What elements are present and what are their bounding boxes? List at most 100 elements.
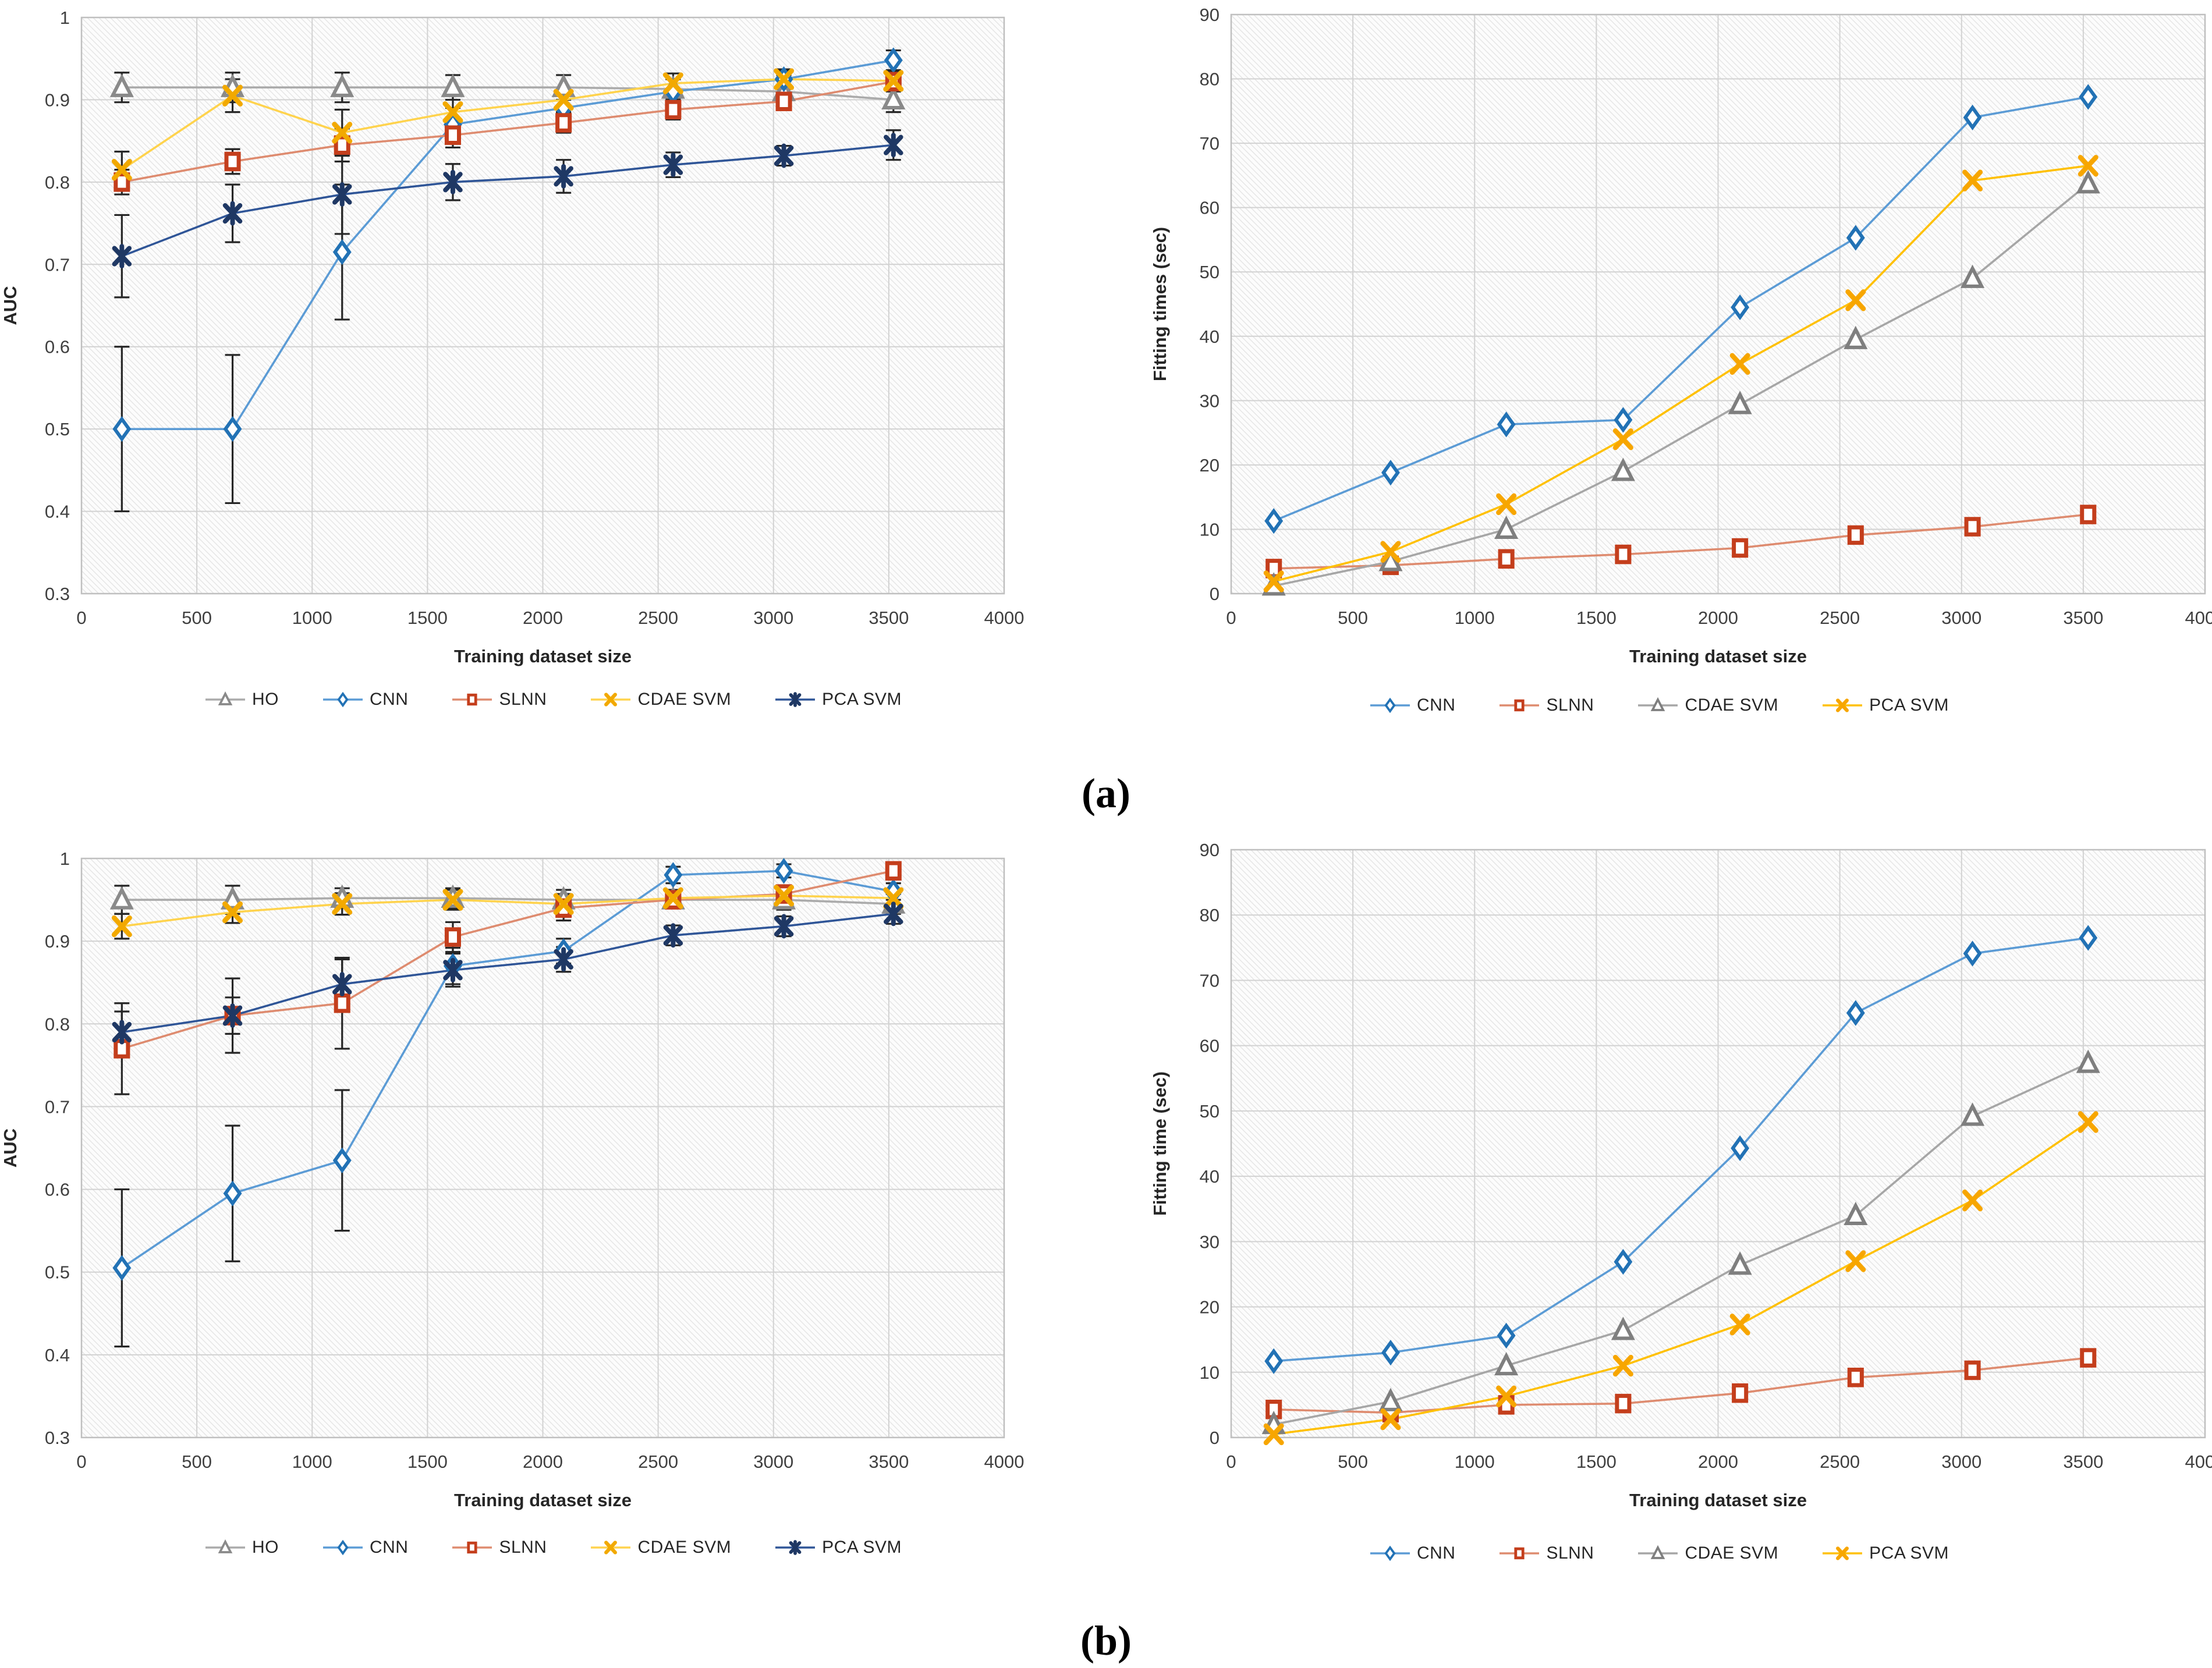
svg-text:2000: 2000 [523, 608, 563, 628]
svg-text:20: 20 [1200, 1297, 1220, 1318]
svg-text:0: 0 [1210, 584, 1220, 604]
legend-item-ho: HO [204, 1538, 279, 1557]
svg-text:90: 90 [1200, 840, 1220, 860]
legend-marker-icon [452, 1541, 492, 1554]
svg-text:1000: 1000 [292, 608, 332, 628]
svg-text:1000: 1000 [1455, 608, 1495, 628]
series-markers-PCA-SVM [1263, 155, 2098, 592]
series-line-CDAE-SVM [1273, 183, 2089, 587]
svg-text:60: 60 [1200, 1036, 1220, 1056]
svg-text:0.4: 0.4 [45, 1345, 70, 1365]
svg-text:3000: 3000 [753, 608, 793, 628]
series-markers-CNN [1264, 925, 2098, 1374]
legend-item-slnn: SLNN [1498, 695, 1594, 715]
series-line-CNN [121, 870, 894, 1269]
legend-item-cdae-svm: CDAE SVM [1637, 1543, 1778, 1563]
series-markers-SLNN [1265, 1348, 2097, 1423]
legend-marker-icon [1500, 699, 1540, 712]
svg-text:0: 0 [1210, 1428, 1220, 1448]
svg-text:30: 30 [1200, 1232, 1220, 1252]
svg-text:0: 0 [1226, 1451, 1236, 1472]
legend-item-cnn: CNN [1369, 695, 1456, 715]
y-axis-title: Fitting times (sec) [1150, 227, 1170, 381]
svg-text:3500: 3500 [869, 608, 909, 628]
chart-panel-a-fitting-times-plot: 0 10 20 30 40 50 60 70 80 90 0 500 1000 1500 2000 2500 3… [1150, 5, 2212, 666]
svg-text:0.3: 0.3 [45, 1428, 70, 1448]
legend-marker-icon [452, 693, 492, 706]
y-axis-title: AUC [0, 1128, 20, 1167]
plot-border [1230, 13, 2206, 595]
series-line-PCA-SVM [122, 913, 894, 1034]
svg-text:500: 500 [182, 1451, 212, 1472]
panel-label-b: (b) [1080, 1617, 1132, 1664]
legend-marker-icon [322, 691, 363, 708]
legend-label: CNN [369, 690, 409, 709]
svg-text:500: 500 [1338, 608, 1368, 628]
legend-marker-icon [1823, 698, 1863, 712]
svg-text:0: 0 [76, 1451, 86, 1472]
series-line-PCA-SVM [1273, 1121, 2089, 1436]
svg-text:10: 10 [1200, 1362, 1220, 1383]
legend-item-cnn: CNN [322, 690, 409, 709]
svg-text:0.7: 0.7 [45, 254, 70, 275]
svg-text:4000: 4000 [2185, 608, 2212, 628]
legend-marker-icon [775, 692, 816, 707]
series-line-SLNN [121, 870, 894, 1050]
svg-text:2500: 2500 [1820, 608, 1860, 628]
legend-marker-icon [1638, 697, 1678, 711]
legend-item-pca-svm: PCA SVM [1821, 695, 1949, 715]
y-tick-labels: 0.3 0.4 0.5 0.6 0.7 0.8 0.9 1 [45, 8, 70, 604]
chart-panel-a-auc: 0.3 0.4 0.5 0.6 0.7 0.8 0.9 1 0 500 1000 1500 2000 25… [0, 0, 1106, 762]
svg-text:20: 20 [1200, 455, 1220, 475]
x-axis-title: Training dataset size [1629, 1490, 1807, 1510]
svg-text:90: 90 [1200, 5, 1220, 25]
svg-text:4000: 4000 [984, 1451, 1025, 1472]
x-tick-labels: 0 500 1000 1500 2000 2500 3000 3500 4000 [1226, 1451, 2212, 1472]
svg-text:1000: 1000 [292, 1451, 332, 1472]
svg-text:2500: 2500 [1820, 1451, 1860, 1472]
svg-text:0.9: 0.9 [45, 931, 70, 952]
legend-marker-icon [1370, 697, 1410, 714]
series-line-SLNN [1274, 513, 2089, 570]
chart-panel-a-auc-legend: HO CNN SLNN CDAE SVM PCA SVM [0, 690, 1106, 709]
chart-panel-b-auc: 0.3 0.4 0.5 0.6 0.7 0.8 0.9 1 0 500 1000 1500 2000 25… [0, 832, 1106, 1668]
legend-label: SLNN [499, 1538, 547, 1557]
svg-text:3500: 3500 [869, 1451, 909, 1472]
legend-label: SLNN [1546, 1543, 1594, 1563]
svg-text:30: 30 [1200, 391, 1220, 411]
svg-text:500: 500 [182, 608, 212, 628]
x-axis-title: Training dataset size [1629, 646, 1807, 666]
legend-marker-icon [1823, 1546, 1863, 1560]
series-line-PCA-SVM [1273, 165, 2089, 583]
y-tick-labels: 0 10 20 30 40 50 60 70 80 90 [1200, 5, 1220, 604]
series-line-CNN [1273, 95, 2089, 522]
legend-item-slnn: SLNN [451, 690, 547, 709]
svg-text:3500: 3500 [2063, 608, 2103, 628]
svg-text:2500: 2500 [638, 1451, 678, 1472]
svg-text:0.3: 0.3 [45, 584, 70, 604]
svg-text:4000: 4000 [2185, 1451, 2212, 1472]
svg-text:1500: 1500 [1576, 608, 1617, 628]
svg-text:0.9: 0.9 [45, 90, 70, 110]
series-markers-CNN [1264, 84, 2098, 534]
legend-label: SLNN [499, 690, 547, 709]
plot-border [80, 16, 1005, 595]
legend-marker-icon [205, 1539, 245, 1553]
svg-text:0.5: 0.5 [45, 1262, 70, 1283]
svg-text:2000: 2000 [523, 1451, 563, 1472]
legend-label: CDAE SVM [1685, 1543, 1779, 1563]
series-line-CNN [1274, 936, 2089, 1362]
y-tick-labels: 0.3 0.4 0.5 0.6 0.7 0.8 0.9 1 [45, 849, 70, 1448]
chart-panel-b-fitting-time-plot: 0 10 20 30 40 50 60 70 80 90 0 500 1000 1500 2000 2500 3… [1150, 840, 2212, 1510]
legend-marker-icon [1370, 1545, 1410, 1561]
legend-label: CNN [1416, 695, 1456, 715]
series-markers-CDAE-SVM [111, 68, 904, 181]
series-markers-PCA-SVM [112, 902, 903, 1045]
svg-text:40: 40 [1200, 1166, 1220, 1187]
svg-text:4000: 4000 [984, 608, 1025, 628]
svg-text:1000: 1000 [1455, 1451, 1495, 1472]
legend-label: CNN [1416, 1543, 1456, 1563]
svg-text:1500: 1500 [407, 608, 448, 628]
svg-text:3000: 3000 [753, 1451, 793, 1472]
series-line-SLNN [1274, 1357, 2089, 1414]
